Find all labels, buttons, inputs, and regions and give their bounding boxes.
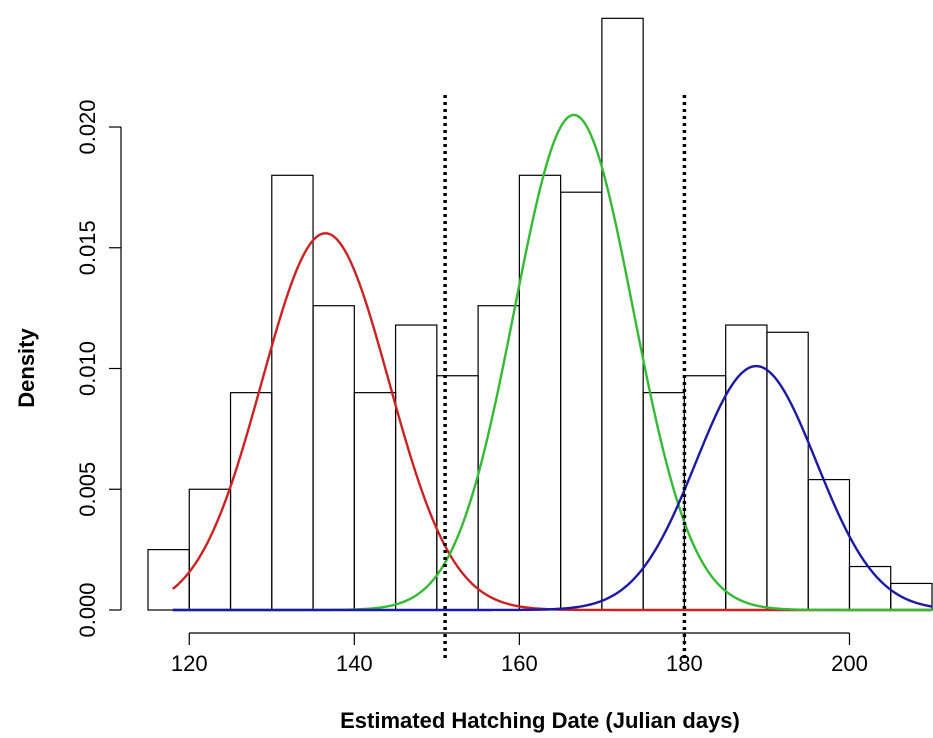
x-tick-label: 160 (501, 651, 538, 676)
histogram-bar (271, 174, 314, 611)
density-curve-1 (171, 232, 932, 612)
histogram-bar (353, 392, 397, 611)
histogram-bar (518, 174, 562, 611)
histogram-bar (477, 305, 520, 611)
histogram-bar (807, 478, 851, 611)
cutoff-lines (443, 95, 687, 660)
y-tick-label: 0.015 (75, 220, 100, 275)
histogram-bars (147, 17, 933, 611)
histogram-bar (683, 375, 727, 611)
x-axis-title: Estimated Hatching Date (Julian days) (340, 708, 740, 733)
density-curves (171, 113, 933, 612)
density-curve-3 (172, 364, 933, 612)
histogram-bar (601, 17, 644, 611)
histogram-bar (848, 565, 892, 611)
histogram-bar (560, 191, 603, 611)
x-tick-label: 200 (831, 651, 868, 676)
histogram-bar (312, 305, 355, 611)
histogram-bar (188, 488, 232, 611)
y-tick-label: 0.020 (75, 99, 100, 154)
y-tick-label: 0.005 (75, 462, 100, 517)
y-axis: 0.000 0.005 0.010 0.015 0.020 (75, 99, 122, 638)
x-tick-label: 120 (171, 651, 208, 676)
x-tick-label: 140 (336, 651, 373, 676)
histogram-bar (229, 392, 273, 611)
density-curve-2 (172, 113, 932, 612)
x-axis: 120 140 160 180 200 (171, 632, 868, 676)
x-tick-label: 180 (666, 651, 703, 676)
y-axis-title: Density (14, 328, 39, 408)
histogram-bar (394, 324, 438, 611)
y-tick-label: 0.010 (75, 341, 100, 396)
y-tick-label: 0.000 (75, 582, 100, 637)
